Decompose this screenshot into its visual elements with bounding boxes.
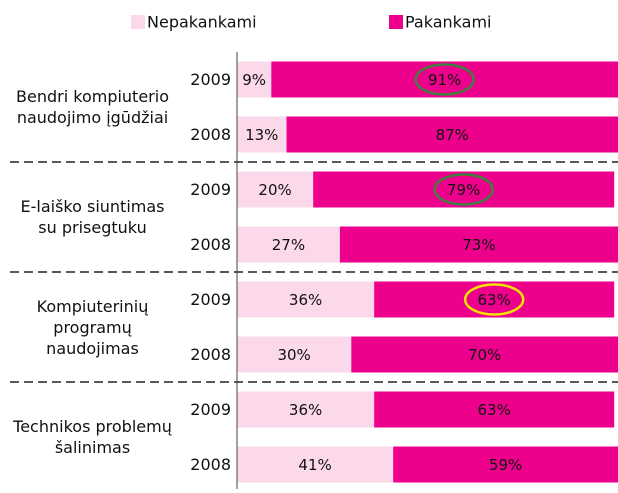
- value-label: 13%: [245, 126, 278, 144]
- value-label: 91%: [428, 71, 461, 89]
- bar-segment: [393, 446, 618, 483]
- legend-label: Nepakankami: [147, 13, 257, 32]
- bar-segment: [271, 61, 618, 98]
- y-tick-label: 2008: [190, 455, 231, 474]
- value-label: 63%: [478, 401, 511, 419]
- bar-segment: [351, 336, 618, 373]
- legend-label: Pakankami: [405, 13, 491, 32]
- bar-segment: [237, 391, 375, 428]
- group-label: E-laiško siuntimas su prisegtuku: [20, 197, 165, 237]
- bar-segment: [237, 171, 314, 208]
- bar-segment: [237, 226, 340, 263]
- value-label: 41%: [298, 456, 331, 474]
- group-label: Kompiuterinių programų naudojimas: [36, 296, 149, 358]
- y-tick-label: 2008: [190, 125, 231, 144]
- bar-segment: [237, 61, 272, 98]
- value-label: 73%: [462, 236, 495, 254]
- value-label: 59%: [489, 456, 522, 474]
- value-label: 70%: [468, 346, 501, 364]
- value-label: 27%: [272, 236, 305, 254]
- value-label: 30%: [277, 346, 310, 364]
- legend-swatch: [389, 15, 403, 29]
- highlight-ellipse: [414, 63, 475, 96]
- legend-swatch: [131, 15, 145, 29]
- value-label: 87%: [436, 126, 469, 144]
- bar-segment: [237, 336, 352, 373]
- value-label: 63%: [478, 291, 511, 309]
- group-label: Technikos problemų šalinimas: [13, 417, 172, 457]
- highlight-ellipse: [463, 283, 525, 316]
- y-tick-label: 2008: [190, 345, 231, 364]
- y-tick-label: 2009: [190, 70, 231, 89]
- y-tick-label: 2008: [190, 235, 231, 254]
- y-tick-label: 2009: [190, 180, 231, 199]
- y-tick-label: 2009: [190, 290, 231, 309]
- y-tick-label: 2009: [190, 400, 231, 419]
- highlight-ellipse: [433, 173, 494, 206]
- bar-segment: [286, 116, 618, 153]
- bar-segment: [374, 391, 615, 428]
- bar-segment: [339, 226, 618, 263]
- bar-segment: [313, 171, 615, 208]
- bar-segment: [237, 281, 375, 318]
- value-label: 9%: [242, 71, 266, 89]
- group-label: Bendri kompiuterio naudojimo įgūdžiai: [16, 87, 169, 127]
- bar-segment: [237, 116, 287, 153]
- value-label: 36%: [289, 291, 322, 309]
- bar-segment: [237, 446, 394, 483]
- value-label: 20%: [258, 181, 291, 199]
- bar-segment: [374, 281, 615, 318]
- value-label: 79%: [447, 181, 480, 199]
- value-label: 36%: [289, 401, 322, 419]
